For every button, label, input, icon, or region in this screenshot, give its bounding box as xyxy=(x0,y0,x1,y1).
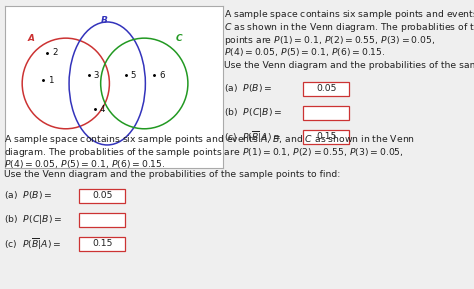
Text: $P(4) = 0.05$, $P(5) = 0.1$, $P(6) = 0.15$.: $P(4) = 0.05$, $P(5) = 0.1$, $P(6) = 0.1… xyxy=(4,158,165,170)
Text: points are $P(1) = 0.1$, $P(2) = 0.55$, $P(3) = 0.05$,: points are $P(1) = 0.1$, $P(2) = 0.55$, … xyxy=(224,34,435,47)
Text: (b)  $P(C|B) =$: (b) $P(C|B) =$ xyxy=(224,106,282,119)
Text: 4: 4 xyxy=(100,105,106,114)
Text: (b)  $P(C|B) =$: (b) $P(C|B) =$ xyxy=(4,213,62,226)
Text: 0.05: 0.05 xyxy=(92,191,113,200)
Text: C: C xyxy=(176,34,182,43)
Text: 2: 2 xyxy=(52,48,57,57)
Text: (a)  $P(B) =$: (a) $P(B) =$ xyxy=(224,82,273,94)
FancyBboxPatch shape xyxy=(303,129,349,144)
FancyBboxPatch shape xyxy=(303,105,349,119)
Text: 5: 5 xyxy=(130,71,136,80)
Text: 3: 3 xyxy=(93,71,99,80)
Text: A sample space contains six sample points and events $A$, $B$, and: A sample space contains six sample point… xyxy=(224,8,474,21)
Text: 0.15: 0.15 xyxy=(316,132,337,141)
Text: $P(4) = 0.05$, $P(5) = 0.1$, $P(6) = 0.15$.: $P(4) = 0.05$, $P(5) = 0.1$, $P(6) = 0.1… xyxy=(224,46,386,58)
FancyBboxPatch shape xyxy=(80,188,126,203)
Text: A: A xyxy=(27,34,35,43)
Text: (c)  $P(\overline{B}|A) =$: (c) $P(\overline{B}|A) =$ xyxy=(224,130,282,145)
Text: Use the Venn diagram and the probabilities of the sample points to find:: Use the Venn diagram and the probabiliti… xyxy=(4,170,340,179)
Text: $C$ as shown in the Venn diagram. The probablities of the sample: $C$ as shown in the Venn diagram. The pr… xyxy=(224,21,474,34)
FancyBboxPatch shape xyxy=(303,81,349,95)
Text: 1: 1 xyxy=(48,76,53,85)
Text: B: B xyxy=(100,16,108,25)
Text: A sample space contains six sample points and events $A$, $B$, and $C$ as shown : A sample space contains six sample point… xyxy=(4,133,415,146)
Text: diagram. The probablities of the sample points are $P(1) = 0.1$, $P(2) = 0.55$, : diagram. The probablities of the sample … xyxy=(4,146,404,159)
Text: 0.05: 0.05 xyxy=(316,84,337,93)
FancyBboxPatch shape xyxy=(80,236,126,251)
Text: (a)  $P(B) =$: (a) $P(B) =$ xyxy=(4,189,53,201)
Text: Use the Venn diagram and the probabilities of the sample points to find:: Use the Venn diagram and the probabiliti… xyxy=(224,61,474,70)
Text: (c)  $P(\overline{B}|A) =$: (c) $P(\overline{B}|A) =$ xyxy=(4,237,61,252)
Text: 0.15: 0.15 xyxy=(92,239,113,248)
FancyBboxPatch shape xyxy=(80,212,126,227)
Text: 6: 6 xyxy=(159,71,164,80)
